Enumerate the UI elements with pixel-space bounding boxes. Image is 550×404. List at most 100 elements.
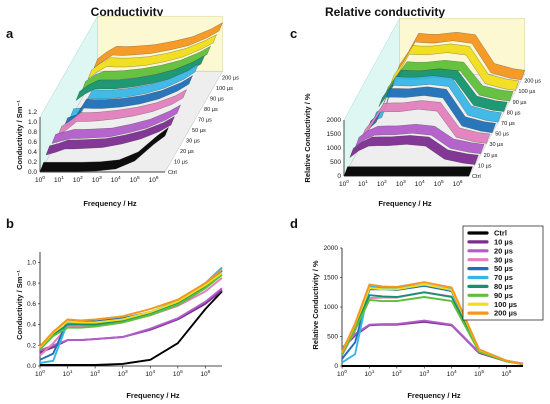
panel-c-ribbon (343, 166, 473, 177)
panel-b-series-line (39, 274, 223, 351)
panel-c-xtick-label: 103 (396, 179, 406, 188)
panel-a-ribbon (69, 63, 199, 119)
panel-letter-b: b (6, 216, 14, 231)
panel-c-xtick-label: 101 (358, 179, 368, 188)
panel-c-ribbon (361, 100, 491, 144)
panel-c-series-label: 10 µs (478, 163, 492, 169)
panel-c-ribbon (396, 32, 525, 80)
panel-a-series-label: 80 µs (204, 107, 218, 113)
panel-c-series-label: 200 µs (524, 79, 541, 85)
panel-a-series-label: 30 µs (186, 139, 200, 145)
panel-b-series-line (40, 290, 223, 366)
panel-c-xtick-label: 105 (434, 179, 444, 188)
panel-b-ytick-label: 0.4 (27, 322, 36, 329)
panel-a-ytick-label: 1.0 (28, 119, 37, 126)
panel-a-ribbon (81, 45, 211, 91)
panel-c-3d-chart: 200 µs 100 µs 90 µs 80 µs 70 µs 50 µs 30 µs 20 … (327, 17, 541, 188)
panel-a-ytick-label: 0.2 (28, 159, 37, 166)
panel-d-ytick-label: 1000 (324, 304, 339, 311)
panel-b-series-line (39, 268, 223, 347)
legend-label: 50 µs (494, 264, 513, 273)
panel-c-ytick-label: 1000 (327, 145, 342, 152)
panel-a-series-label: 10 µs (174, 160, 188, 166)
legend-label: 70 µs (494, 273, 513, 282)
panel-c-ribbon (355, 124, 485, 154)
legend-label: Ctrl (494, 229, 507, 238)
panel-c-ytick-label: 500 (330, 159, 341, 166)
panel-c-series-label: 70 µs (501, 121, 515, 127)
panel-c-ribbon (372, 75, 502, 123)
panel-d-xlabel: Frequency / Hz (407, 391, 461, 400)
panel-a-ribbon (75, 55, 205, 101)
panel-c-ribbon (367, 86, 496, 133)
panel-b-ytick-label: 0.0 (27, 363, 36, 370)
panel-c-series-label: 80 µs (507, 110, 521, 116)
panel-b-series-line (39, 266, 223, 364)
panel-d-ytick-label: 0 (334, 363, 338, 370)
panel-b-xtick-label: 105 (173, 369, 183, 378)
legend-label: 80 µs (494, 282, 513, 291)
panel-a-ribbon (39, 127, 169, 172)
panel-b-xtick-label: 101 (63, 369, 73, 378)
panel-a-xtick-label: 104 (111, 175, 121, 184)
panel-a-series-label: 70 µs (198, 118, 212, 124)
panel-a-ytick-label: 0.6 (28, 139, 37, 146)
panel-c-ribbon (349, 135, 479, 165)
panel-a-3d-chart: 200 µs 100 µs 90 µs 80 µs 70 µs 50 µs 30 µs 20 … (28, 15, 239, 184)
panel-c-series-label: Ctrl (472, 174, 481, 180)
panel-a-ytick-label: 0.8 (28, 129, 37, 136)
panel-a-series-label: 20 µs (180, 149, 194, 155)
panel-d-line-chart: 0 500 1000 1500 2000 100 101 102 103 104 105 106 (324, 245, 524, 378)
panel-d-ytick-label: 1500 (324, 275, 339, 282)
panel-b-ytick-label: 0.6 (27, 301, 36, 308)
panel-letter-d: d (290, 216, 298, 231)
panel-d-xtick-label: 103 (419, 369, 429, 378)
panel-c-series-label: 100 µs (518, 89, 535, 95)
panel-c-xtick-label: 104 (415, 179, 425, 188)
panel-a-ribbon (87, 34, 217, 80)
panel-b-ylabel: Conductivity / Sm⁻¹ (15, 270, 24, 340)
panel-a-ribbon (45, 116, 175, 156)
panel-c-ylabel: Relative Conductivity / % (303, 93, 312, 183)
panel-b-series-line (39, 271, 223, 348)
panel-c-series-label: 90 µs (513, 100, 527, 106)
legend-label: 20 µs (494, 246, 513, 255)
legend-label: 90 µs (494, 291, 513, 300)
panel-c-ytick-label: 0 (337, 173, 341, 180)
panel-b-xtick-label: 102 (90, 369, 100, 378)
panel-c-ytick-label: 1500 (327, 131, 342, 138)
panel-d-xtick-label: 100 (337, 369, 347, 378)
panel-letter-a: a (6, 26, 14, 41)
title-right: Relative conductivity (325, 5, 445, 19)
panel-c-xlabel: Frequency / Hz (378, 199, 432, 208)
panel-a-series-label: 90 µs (210, 97, 224, 103)
legend-label: 100 µs (494, 300, 517, 309)
panel-a-xtick-label: 100 (35, 175, 45, 184)
panel-a-xtick-label: 103 (92, 175, 102, 184)
legend-label: 10 µs (494, 238, 513, 247)
panel-b-xlabel: Frequency / Hz (126, 391, 180, 400)
panel-a-ytick-label: 0.4 (28, 149, 37, 156)
panel-b-xtick-label: 104 (145, 369, 155, 378)
panel-d-xtick-label: 106 (502, 369, 512, 378)
panel-a-series-label: Ctrl (168, 170, 177, 176)
panel-c-xtick-label: 106 (453, 179, 463, 188)
panel-a-xtick-label: 105 (130, 175, 140, 184)
panel-b-series-line (39, 269, 223, 361)
legend-label: 30 µs (494, 255, 513, 264)
panel-a-ytick-label: 1.2 (28, 109, 37, 116)
panel-a-xtick-label: 101 (54, 175, 64, 184)
panel-a-series-label: 50 µs (192, 128, 206, 134)
panel-b-ytick-label: 1.0 (27, 260, 36, 267)
panel-b-xtick-label: 103 (118, 369, 128, 378)
panel-d-xtick-label: 105 (474, 369, 484, 378)
panel-b-ytick-label: 0.2 (27, 342, 36, 349)
panel-d-ylabel: Relative Conductivity / % (311, 260, 320, 350)
panel-a-ribbon (93, 22, 223, 69)
panel-a-series-label: 200 µs (222, 76, 239, 82)
panel-a-ribbon (51, 104, 181, 144)
panel-letter-c: c (290, 26, 297, 41)
panel-b-xtick-label: 100 (35, 369, 45, 378)
